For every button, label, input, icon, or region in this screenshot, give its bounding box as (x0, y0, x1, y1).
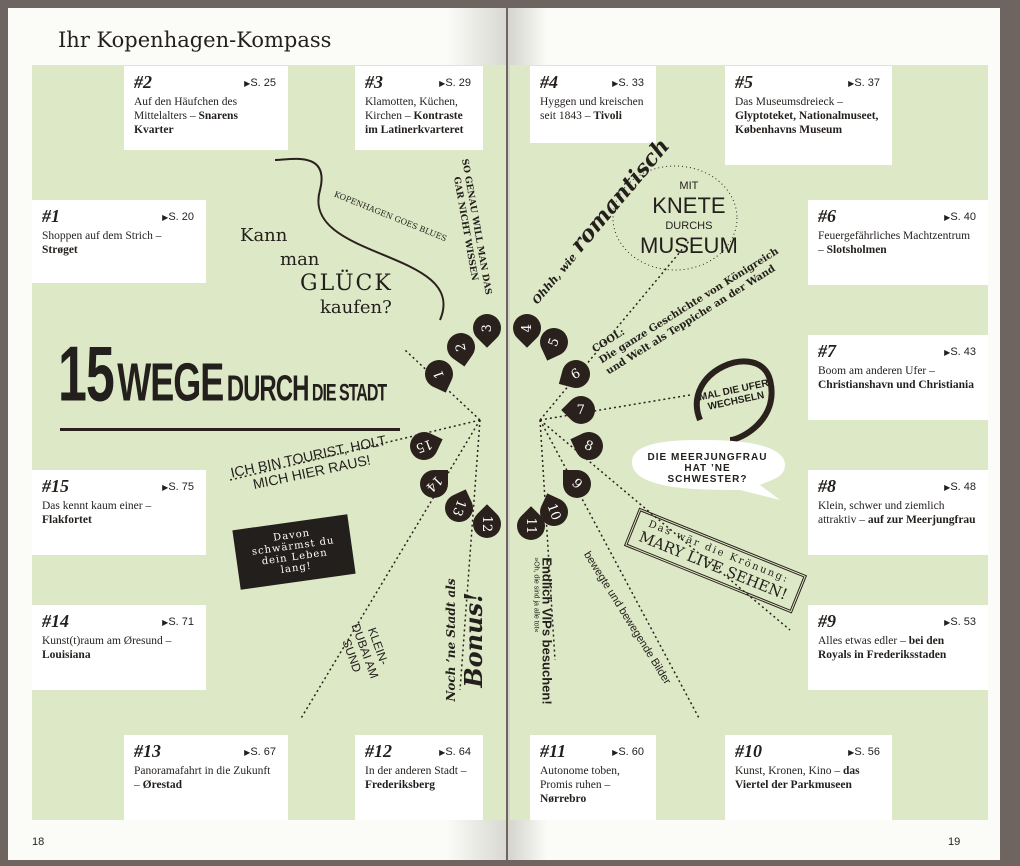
page-ref: S. 37 (848, 76, 880, 91)
route-description: Auf den Häufchen des Mittelalters – Snar… (134, 96, 238, 136)
route-description: Hyggen und kreischen seit 1843 – Tivoli (540, 96, 644, 122)
route-description: Shoppen auf dem Strich – Strøget (42, 230, 162, 256)
route-description: In der anderen Stadt – Frederiksberg (365, 765, 467, 791)
route-number: #3 (365, 72, 383, 92)
route-description: Boom am anderen Ufer – Christianshavn un… (818, 365, 974, 391)
caption-bonus: Noch ’ne Stadt als Bonus! (444, 578, 488, 702)
route-number: #10 (735, 741, 762, 761)
route-card[interactable]: #6 S. 40 Feuergefährliches Machtzentrum – … (808, 200, 988, 285)
route-description: Kunst, Kronen, Kino – das Viertel der Pa… (735, 765, 860, 791)
pin-number: 7 (576, 402, 586, 418)
page-ref: S. 48 (944, 480, 976, 495)
route-card[interactable]: #3 S. 29 Klamotten, Küchen, Kirchen – Kont… (355, 66, 483, 150)
pin-number: 5 (545, 335, 563, 349)
page-ref: S. 75 (162, 480, 194, 495)
headline-underline (60, 428, 400, 431)
pin-number: 1 (430, 367, 448, 381)
route-number: #4 (540, 72, 558, 92)
route-description: Feuergefährliches Machtzentrum – Slotsho… (818, 230, 971, 256)
route-number: #9 (818, 611, 836, 631)
route-description: Das kennt kaum einer – Flakfortet (42, 500, 152, 526)
pin-number: 14 (422, 472, 446, 496)
route-card[interactable]: #4 S. 33 Hyggen und kreischen seit 1843 – … (530, 66, 656, 143)
route-card[interactable]: #15 S. 75 Das kennt kaum einer – Flakforte… (32, 470, 206, 555)
page-ref: S. 40 (944, 210, 976, 225)
pin-number: 8 (582, 437, 596, 455)
route-number: #1 (42, 206, 60, 226)
route-description: Klein, schwer und ziemlich attraktiv – a… (818, 500, 976, 526)
route-description: Das Museumsdreieck – Glyptoteket, Nation… (735, 96, 879, 136)
page-ref: S. 64 (439, 745, 471, 760)
route-number: #14 (42, 611, 69, 631)
page-ref: S. 25 (244, 76, 276, 91)
pin-number: 13 (449, 497, 469, 519)
pin-number: 15 (413, 436, 435, 456)
page-ref: S. 60 (612, 745, 644, 760)
route-card[interactable]: #11 S. 60 Autonome toben, Promis ruhen – N… (530, 735, 656, 820)
route-card[interactable]: #13 S. 67 Panoramafahrt in die Zukunft – Ø… (124, 735, 288, 820)
route-card[interactable]: #9 S. 53 Alles etwas edler – bei den Royal… (808, 605, 988, 690)
caption-vips: Endlich VIPs besuchen! »Oh, die sind ja a… (532, 557, 555, 705)
caption-meerjungfrau: DIE MEERJUNGFRAU HAT ’NE SCHWESTER? (647, 452, 768, 485)
pin-number: 10 (544, 501, 564, 523)
route-card[interactable]: #7 S. 43 Boom am anderen Ufer – Christians… (808, 335, 988, 420)
pin-number: 12 (479, 515, 495, 533)
headline: 15 WEGE DURCH DIE STADT (58, 331, 387, 419)
route-number: #12 (365, 741, 392, 761)
page-ref: S. 20 (162, 210, 194, 225)
pin-number: 6 (568, 365, 584, 383)
route-card[interactable]: #12 S. 64 In der anderen Stadt – Frederiks… (355, 735, 483, 820)
page-number-left: 18 (32, 836, 45, 848)
route-description: Klamotten, Küchen, Kirchen – Kontraste i… (365, 96, 464, 136)
pin-marker: 9 (563, 470, 591, 498)
route-card[interactable]: #14 S. 71 Kunst(t)raum am Øresund – Louisi… (32, 605, 206, 690)
page-ref: S. 43 (944, 345, 976, 360)
page-ref: S. 29 (439, 76, 471, 91)
route-card[interactable]: #2 S. 25 Auf den Häufchen des Mittelalters… (124, 66, 288, 150)
route-number: #13 (134, 741, 161, 761)
caption-glueck: Kann man GLÜCK kaufen? (240, 225, 393, 318)
route-number: #11 (540, 741, 567, 761)
page-ref: S. 56 (848, 745, 880, 760)
page-number-right: 19 (948, 836, 961, 848)
page-ref: S. 53 (944, 615, 976, 630)
route-number: #8 (818, 476, 836, 496)
route-number: #5 (735, 72, 753, 92)
route-number: #6 (818, 206, 836, 226)
pin-number: 9 (568, 475, 586, 493)
pin-number: 3 (479, 323, 495, 333)
page-ref: S. 71 (162, 615, 194, 630)
page-ref: S. 33 (612, 76, 644, 91)
pin-marker: 14 (420, 470, 448, 498)
route-card[interactable]: #8 S. 48 Klein, schwer und ziemlich attrak… (808, 470, 988, 555)
route-description: Alles etwas edler – bei den Royals in Fr… (818, 635, 947, 661)
page-title: Ihr Kopenhagen-Kompass (58, 28, 332, 52)
page-ref: S. 67 (244, 745, 276, 760)
pin-number: 4 (519, 323, 535, 333)
route-card[interactable]: #5 S. 37 Das Museumsdreieck – Glyptoteket,… (725, 66, 892, 165)
pin-number: 2 (452, 341, 470, 353)
route-number: #7 (818, 341, 836, 361)
route-description: Panoramafahrt in die Zukunft – Ørestad (134, 765, 271, 791)
route-card[interactable]: #10 S. 56 Kunst, Kronen, Kino – das Vierte… (725, 735, 892, 820)
caption-knete: MIT KNETE DURCHS MUSEUM (640, 180, 738, 258)
route-number: #2 (134, 72, 152, 92)
pin-number: 11 (523, 517, 539, 535)
route-number: #15 (42, 476, 69, 496)
route-description: Autonome toben, Promis ruhen – Nørrebro (540, 765, 620, 805)
route-description: Kunst(t)raum am Øresund – Louisiana (42, 635, 172, 661)
